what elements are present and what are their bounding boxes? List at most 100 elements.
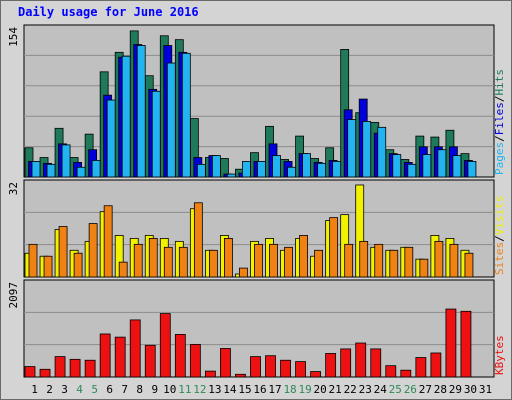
bar-pages-day-23	[362, 121, 372, 178]
bar-pages-day-27	[422, 154, 432, 178]
legend-item: /	[493, 135, 506, 142]
legend-item: Hits	[493, 69, 506, 96]
legend-item: Pages	[493, 142, 506, 175]
legend-kbytes: KBytes	[493, 335, 506, 375]
bar-sites-day-27	[419, 258, 429, 278]
x-tick-label: 25	[389, 383, 402, 396]
bar-sites-day-1	[28, 243, 38, 278]
bar-sites-day-29	[449, 243, 459, 278]
x-tick-label: 19	[298, 383, 311, 396]
bar-sites-day-4	[73, 252, 83, 278]
bar-pages-day-9	[151, 90, 161, 178]
bar-pages-day-1	[31, 161, 41, 178]
bar-pages-day-14	[227, 173, 236, 178]
bar-kbytes-day-24	[370, 348, 382, 378]
bar-pages-day-28	[437, 149, 447, 178]
x-tick-label: 17	[268, 383, 281, 396]
legend-item: Files	[493, 102, 506, 135]
bar-sites-day-3	[58, 226, 68, 278]
bar-kbytes-day-28	[430, 352, 442, 378]
bar-sites-day-14	[224, 238, 233, 278]
bar-pages-day-17	[272, 155, 281, 178]
bar-pages-day-20	[317, 162, 327, 178]
legend-item: Sites	[493, 242, 506, 275]
x-tick-label: 31	[479, 383, 492, 396]
x-tick-label: 11	[178, 383, 191, 396]
bar-pages-day-7	[121, 55, 131, 178]
x-tick-label: 6	[106, 383, 113, 396]
bar-kbytes-day-30	[460, 310, 472, 378]
x-tick-label: 3	[61, 383, 68, 396]
x-tick-label: 23	[359, 383, 372, 396]
bar-sites-day-6	[103, 205, 113, 278]
bar-sites-day-21	[329, 217, 339, 278]
bar-kbytes-day-7	[114, 336, 126, 378]
x-tick-label: 27	[419, 383, 432, 396]
x-tick-label: 10	[163, 383, 176, 396]
bar-sites-day-9	[148, 238, 158, 278]
bar-pages-day-3	[61, 144, 71, 178]
bar-kbytes-day-5	[84, 359, 96, 378]
bar-pages-day-10	[166, 62, 176, 178]
bar-kbytes-day-27	[415, 357, 427, 378]
bar-pages-day-5	[91, 160, 101, 178]
bar-sites-day-25	[389, 249, 399, 278]
bar-kbytes-day-21	[325, 353, 337, 378]
bar-sites-day-26	[404, 246, 414, 278]
bar-kbytes-day-18	[280, 359, 291, 378]
bar-sites-day-28	[434, 240, 444, 278]
ymax-label-visits-sites: 32	[7, 182, 20, 195]
bar-sites-day-19	[299, 235, 308, 278]
bar-kbytes-day-2	[39, 368, 51, 378]
bar-kbytes-day-8	[129, 319, 141, 378]
bar-kbytes-day-17	[265, 355, 276, 378]
x-tick-label: 5	[91, 383, 98, 396]
bar-pages-day-4	[76, 166, 86, 178]
bar-pages-day-16	[257, 161, 266, 178]
bar-kbytes-day-9	[144, 344, 156, 378]
x-tick-label: 8	[136, 383, 143, 396]
bar-sites-day-20	[314, 249, 324, 278]
x-tick-label: 12	[193, 383, 206, 396]
bar-pages-day-15	[242, 161, 251, 178]
legend-item: Visits	[493, 196, 506, 236]
x-tick-label: 24	[374, 383, 388, 396]
x-tick-label: 29	[449, 383, 462, 396]
bar-pages-day-25	[392, 154, 402, 178]
x-tick-label: 28	[434, 383, 447, 396]
x-tick-label: 16	[253, 383, 266, 396]
legend-visits-sites: Sites/Visits	[493, 196, 506, 276]
bar-sites-day-15	[239, 267, 248, 278]
x-tick-label: 15	[238, 383, 251, 396]
bar-kbytes-day-4	[69, 358, 81, 378]
bar-kbytes-day-6	[99, 333, 111, 378]
bar-pages-day-18	[287, 166, 296, 178]
x-tick-label: 4	[76, 383, 83, 396]
bar-sites-day-10	[163, 246, 173, 278]
x-tick-label: 14	[223, 383, 237, 396]
bar-sites-day-23	[359, 240, 369, 278]
bar-kbytes-day-1	[24, 366, 36, 378]
bar-pages-day-22	[347, 119, 357, 178]
bar-kbytes-day-14	[220, 348, 231, 378]
bar-kbytes-day-11	[174, 334, 186, 378]
bar-sites-day-16	[254, 243, 263, 278]
legend-hits-files-pages: Pages/Files/Hits	[493, 69, 506, 175]
bar-kbytes-day-23	[355, 342, 367, 378]
bar-kbytes-day-26	[400, 369, 412, 378]
x-tick-label: 9	[151, 383, 158, 396]
bar-pages-day-24	[377, 126, 387, 178]
bar-kbytes-day-25	[385, 365, 397, 378]
bar-sites-day-22	[344, 243, 354, 278]
bar-sites-day-12	[193, 202, 203, 278]
x-tick-label: 20	[314, 383, 327, 396]
x-tick-label: 2	[46, 383, 53, 396]
bar-kbytes-day-19	[295, 361, 306, 378]
chart-title: Daily usage for June 2016	[18, 5, 199, 19]
bar-kbytes-day-20	[310, 371, 322, 378]
legend-item: /	[493, 96, 506, 103]
bar-sites-day-17	[269, 243, 278, 278]
x-tick-label: 21	[329, 383, 342, 396]
bar-sites-day-11	[178, 246, 188, 278]
